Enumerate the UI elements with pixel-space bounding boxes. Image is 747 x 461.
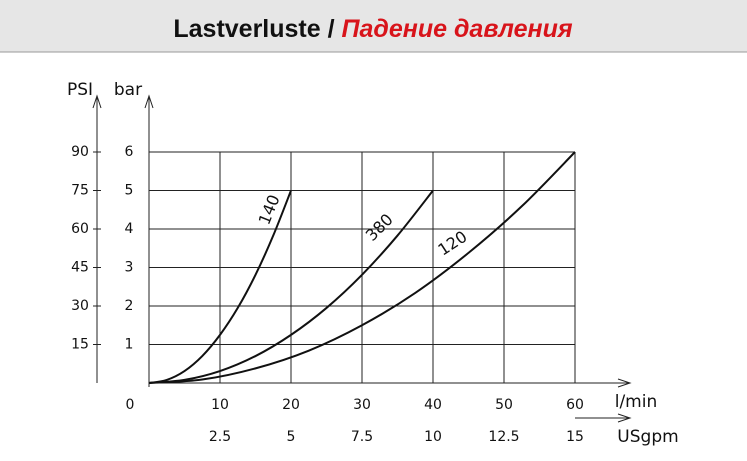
y2-tick-label: 45 bbox=[71, 260, 89, 276]
y-tick-label: 5 bbox=[125, 183, 134, 199]
y-tick-label: 4 bbox=[125, 221, 134, 237]
x2-tick-label: 7.5 bbox=[351, 429, 373, 445]
x-tick-label: 20 bbox=[282, 397, 300, 413]
x2-tick-label: 2.5 bbox=[209, 429, 231, 445]
x-tick-label: 60 bbox=[566, 397, 584, 413]
title-highlight: Падение давления bbox=[342, 15, 573, 43]
y-axis-title: bar bbox=[114, 80, 142, 100]
x2-tick-label: 15 bbox=[566, 429, 584, 445]
curve-label: 380 bbox=[362, 210, 397, 245]
y2-axis-title: PSI bbox=[67, 80, 93, 100]
chart: Lastverluste / Падение давления PSI bar … bbox=[0, 0, 747, 461]
x2-tick-label: 5 bbox=[287, 429, 296, 445]
x-tick-label: 40 bbox=[424, 397, 442, 413]
y2-tick-label: 60 bbox=[71, 221, 89, 237]
y-tick-label: 1 bbox=[125, 337, 134, 353]
y-tick-label: 6 bbox=[125, 144, 134, 160]
y2-tick-label: 75 bbox=[71, 183, 89, 199]
y2-tick-label: 15 bbox=[71, 337, 89, 353]
x2-tick-label: 12.5 bbox=[488, 429, 519, 445]
x-tick-label: 10 bbox=[211, 397, 229, 413]
y-tick-label: 2 bbox=[125, 298, 134, 314]
x-tick-label: 50 bbox=[495, 397, 513, 413]
x2-axis-title: USgpm bbox=[617, 427, 678, 447]
chart-title: Lastverluste / Падение давления bbox=[173, 15, 573, 43]
x-tick-label: 30 bbox=[353, 397, 371, 413]
x-axis-title: l/min bbox=[615, 392, 658, 412]
x2-tick-label: 10 bbox=[424, 429, 442, 445]
title-main: Lastverluste / bbox=[173, 15, 341, 43]
y-tick-label: 3 bbox=[125, 260, 134, 276]
y2-tick-label: 30 bbox=[71, 298, 89, 314]
page: Lastverluste / Падение давления PSI bar … bbox=[0, 0, 747, 461]
y2-tick-label: 90 bbox=[71, 144, 89, 160]
x-tick-label: 0 bbox=[126, 397, 135, 413]
